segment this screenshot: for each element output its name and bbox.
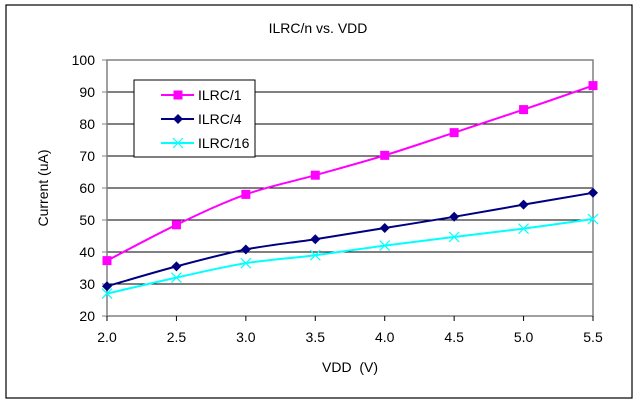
x-axis-label: VDD (V) [322,359,378,375]
data-point-ilrc-16 [101,288,113,300]
y-tick-label: 80 [79,116,95,132]
legend-label: ILRC/4 [198,111,242,127]
data-point-ilrc-4 [449,211,460,222]
y-tick-label: 40 [79,244,95,260]
series-line-ilrc-1 [106,84,594,262]
x-tick-label: 5.0 [514,329,534,345]
data-point-ilrc-4 [310,234,321,245]
data-point-ilrc-4 [518,199,529,210]
data-point-ilrc-16 [240,257,252,269]
chart-title: ILRC/n vs. VDD [269,20,368,36]
series-ilrc-4 [102,187,598,292]
x-tick-label: 2.0 [97,329,117,345]
legend-label: ILRC/16 [198,135,250,151]
x-tick-label: 3.5 [306,329,326,345]
x-tick-labels: 2.0 2.5 3.0 3.5 4.0 4.5 5.0 5.5 [97,329,603,345]
legend-item-ilrc-4: ILRC/4 [161,111,242,127]
data-point-ilrc-16 [448,231,460,243]
x-tick-label: 3.0 [236,329,256,345]
data-point-ilrc-4 [171,261,182,272]
data-point-ilrc-16 [171,272,182,284]
chart-border [5,4,633,399]
y-tick-label: 20 [79,308,95,324]
series [101,81,599,300]
data-point-ilrc-4 [379,223,390,233]
x-tick-label: 4.5 [444,329,464,345]
legend-swatch-marker [173,90,183,100]
series-line-ilrc-4 [106,191,594,288]
y-axis-label: Current (uA) [35,149,51,226]
data-point-ilrc-16 [518,223,529,235]
y-tick-label: 90 [79,84,95,100]
data-point-ilrc-4 [102,281,112,292]
y-tick-labels: 20 30 40 50 60 70 80 90 100 [72,52,96,324]
legend-box [133,79,256,158]
legend: ILRC/1 ILRC/4 ILRC/16 [133,79,256,158]
y-tick-label: 50 [79,212,95,228]
data-point-ilrc-4 [588,187,598,198]
data-point-ilrc-1 [588,81,598,91]
series-line-ilrc-16 [106,218,594,295]
legend-item-ilrc-16: ILRC/16 [161,135,250,151]
data-point-ilrc-1 [380,150,390,160]
data-point-ilrc-1 [519,105,529,115]
y-tick-label: 30 [79,276,95,292]
data-point-ilrc-1 [241,189,251,199]
x-tick-label: 5.5 [583,329,603,345]
data-point-ilrc-16 [587,213,599,225]
series-ilrc-16 [101,213,599,300]
y-tick-label: 100 [72,52,96,68]
legend-swatch-marker [172,137,184,149]
series-ilrc-1 [102,81,598,266]
data-point-ilrc-1 [310,170,320,180]
data-point-ilrc-1 [102,256,112,266]
legend-label: ILRC/1 [198,87,242,103]
legend-item-ilrc-1: ILRC/1 [161,87,242,103]
data-point-ilrc-1 [449,128,459,138]
data-point-ilrc-1 [171,220,181,230]
x-tick-label: 4.0 [375,329,395,345]
data-point-ilrc-16 [379,240,391,252]
y-tick-label: 70 [79,148,95,164]
x-tick-label: 2.5 [167,329,187,345]
data-point-ilrc-4 [240,244,251,255]
y-tick-label: 60 [79,180,95,196]
data-point-ilrc-16 [309,249,321,261]
legend-swatch-marker [173,114,183,124]
